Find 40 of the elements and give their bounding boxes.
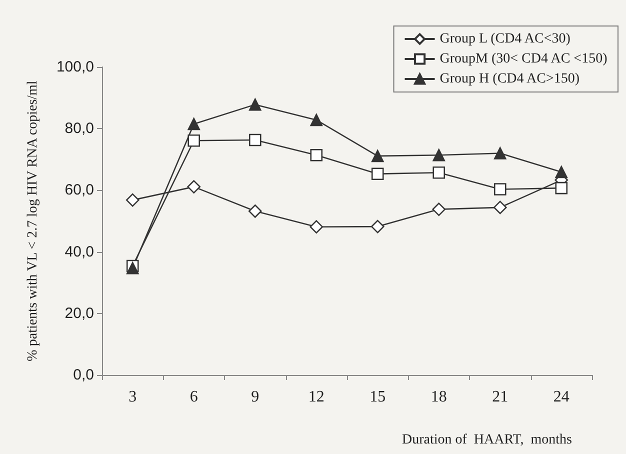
point — [126, 193, 140, 207]
point — [310, 114, 323, 126]
x-tick-label: 21 — [492, 388, 508, 406]
legend-label: GroupM (30< CD4 AC <150) — [440, 52, 608, 66]
x-tick-label: 6 — [190, 388, 198, 406]
point — [432, 166, 446, 179]
y-tick-label: 0,0 — [73, 366, 94, 384]
y-tick-label: 40,0 — [64, 243, 94, 260]
point — [187, 180, 201, 194]
point — [494, 147, 506, 160]
point — [432, 148, 446, 162]
x-tick-label: 15 — [370, 388, 386, 406]
point — [188, 118, 200, 130]
point — [248, 98, 262, 111]
point — [494, 183, 506, 196]
point — [493, 200, 507, 214]
x-tick-label: 12 — [308, 388, 324, 406]
point — [248, 134, 262, 146]
legend-label: Group H (CD4 AC>150) — [440, 72, 580, 86]
legend-label: Group L (CD4 AC<30) — [440, 32, 571, 46]
point — [370, 220, 384, 234]
x-tick-label: 9 — [251, 388, 260, 406]
y-tick-label: 20,0 — [64, 304, 94, 322]
point — [310, 148, 323, 162]
point — [248, 204, 262, 218]
x-tick-label: 18 — [430, 388, 447, 406]
point — [555, 166, 568, 178]
y-axis-title: % patients with VL < 2.7 log HIV RNA copies/ml — [26, 80, 40, 362]
x-tick-label: 3 — [128, 388, 137, 406]
point — [371, 150, 384, 162]
y-tick-label: 60,0 — [64, 182, 94, 199]
x-tick-label: 24 — [553, 388, 570, 406]
point — [555, 182, 568, 194]
y-tick-label: 80,0 — [64, 120, 94, 138]
x-axis-title: Duration of HAART, months — [402, 432, 572, 448]
point — [188, 134, 200, 147]
y-tick-label: 100,0 — [56, 58, 94, 76]
point — [432, 202, 446, 216]
point — [371, 168, 384, 180]
point — [310, 220, 324, 234]
